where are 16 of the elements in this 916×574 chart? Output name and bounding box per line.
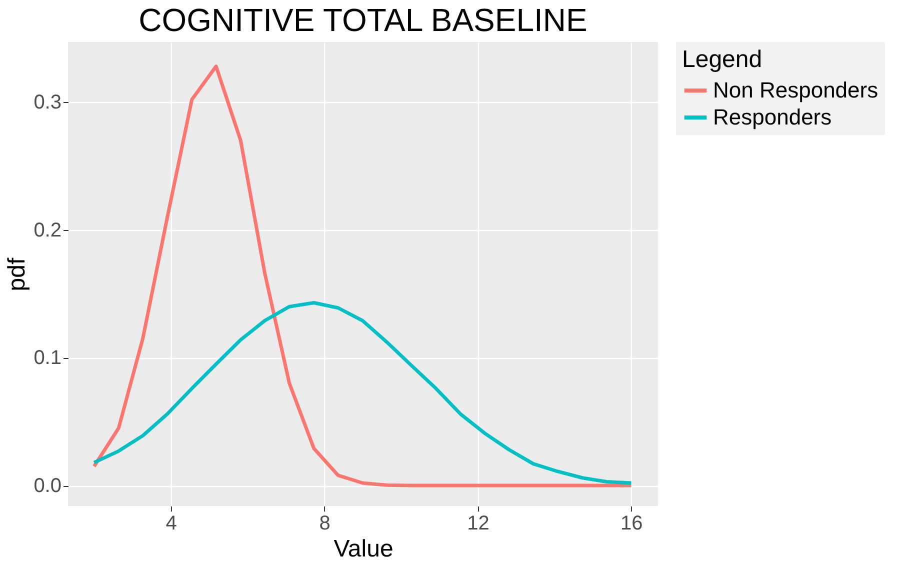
legend-title: Legend bbox=[682, 46, 762, 73]
y-tick-label: 0.0 bbox=[34, 475, 62, 498]
x-tick-label: 12 bbox=[467, 512, 490, 534]
legend-label: Responders bbox=[713, 104, 832, 130]
x-axis-title: Value bbox=[334, 536, 394, 562]
x-tick-label: 8 bbox=[319, 512, 330, 534]
chart-title: COGNITIVE TOTAL BASELINE bbox=[138, 2, 588, 38]
x-tick-label: 4 bbox=[166, 512, 177, 534]
y-tick-label: 0.2 bbox=[34, 219, 62, 242]
line-series bbox=[92, 64, 633, 488]
y-tick-label: 0.3 bbox=[34, 92, 62, 114]
y-axis-title: pdf bbox=[4, 257, 31, 292]
x-tick-label: 16 bbox=[620, 512, 643, 534]
line-series bbox=[92, 301, 633, 485]
legend-label: Non Responders bbox=[713, 78, 878, 102]
y-tick-label: 0.1 bbox=[34, 347, 62, 370]
